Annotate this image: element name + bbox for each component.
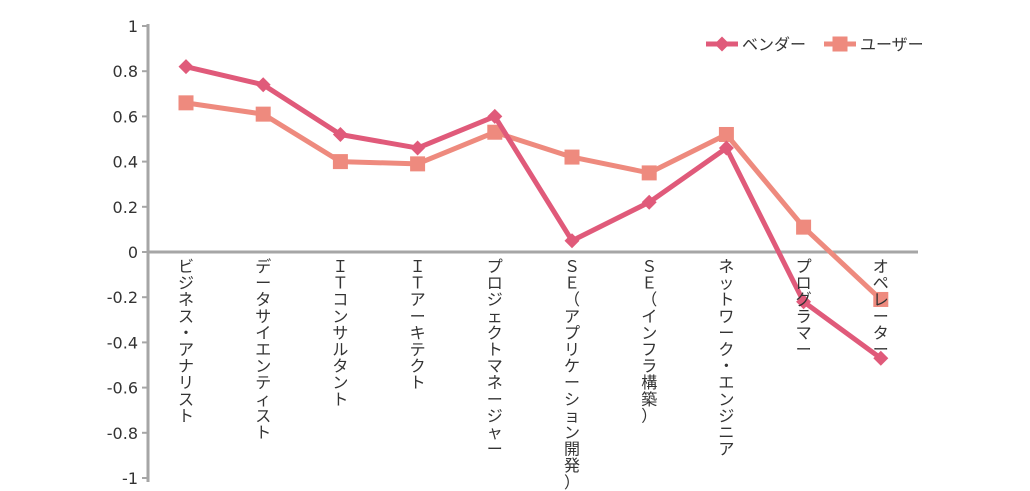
x-category-label: プロジェクトマネージャー [487,257,503,459]
legend-label: ベンダー [742,35,806,54]
square-marker [873,291,889,307]
x-category-label: データサイエンティスト [255,257,271,442]
diamond-marker [178,59,194,75]
square-marker [641,165,657,181]
axes: 1 0.8 0.6 0.4 0.2 0 -0.2 -0.4 -0.6 -0.8 -1 [107,17,918,488]
diamond-marker [332,126,348,142]
x-category-label: ネットワーク・エンジニア [718,257,734,459]
square-marker [796,219,812,235]
diamond-marker [255,77,271,93]
square-marker [564,149,580,165]
diamond-marker [718,140,734,156]
y-tick-label: -0.4 [107,333,138,352]
y-tick-label: 0.4 [113,153,138,172]
x-category-label: ビジネス・アナリスト [178,257,194,425]
diamond-marker [410,140,426,156]
x-category-label: オペレーター [873,257,889,359]
legend-label: ユーザー [860,35,924,54]
square-marker [487,124,503,140]
y-tick-label: -1 [122,469,138,488]
square-marker [718,126,734,142]
x-category-label: プログラマー [796,257,812,359]
series-user [178,95,889,307]
diamond-marker [796,294,812,310]
legend: ベンダー ユーザー [706,35,924,54]
diamond-marker [714,36,730,52]
y-tick-label: -0.8 [107,424,138,443]
y-tick-label: 0 [128,243,138,262]
square-marker [255,106,271,122]
square-marker [178,95,194,111]
x-category-label: ＳＥ（アプリケーション開発） [564,257,580,491]
x-category-label: ＳＥ（インフラ構築） [641,257,657,425]
y-tick-label: 0.8 [113,62,138,81]
y-tick-label: 0.6 [113,107,138,126]
square-marker [332,154,348,170]
y-tick-label: -0.2 [107,288,138,307]
diamond-marker [641,194,657,210]
square-marker [410,156,426,172]
series-line [185,64,883,361]
y-tick-label: 1 [128,17,138,36]
series-vendor [178,59,889,366]
legend-item: ベンダー [706,35,806,54]
square-marker [832,36,848,52]
y-tick-label: -0.6 [107,379,138,398]
legend-item: ユーザー [824,35,924,54]
x-category-label: ＩＴコンサルタント [332,257,348,409]
category-labels: ビジネス・アナリスト データサイエンティスト ＩＴコンサルタント ＩＴアーキテクト プロ… [178,257,889,491]
series-layer [178,59,889,366]
diamond-marker [873,350,889,366]
diamond-marker [487,108,503,124]
y-tick-label: 0.2 [113,198,138,217]
diamond-marker [564,233,580,249]
series-line [185,100,883,302]
x-category-label: ＩＴアーキテクト [410,257,426,392]
